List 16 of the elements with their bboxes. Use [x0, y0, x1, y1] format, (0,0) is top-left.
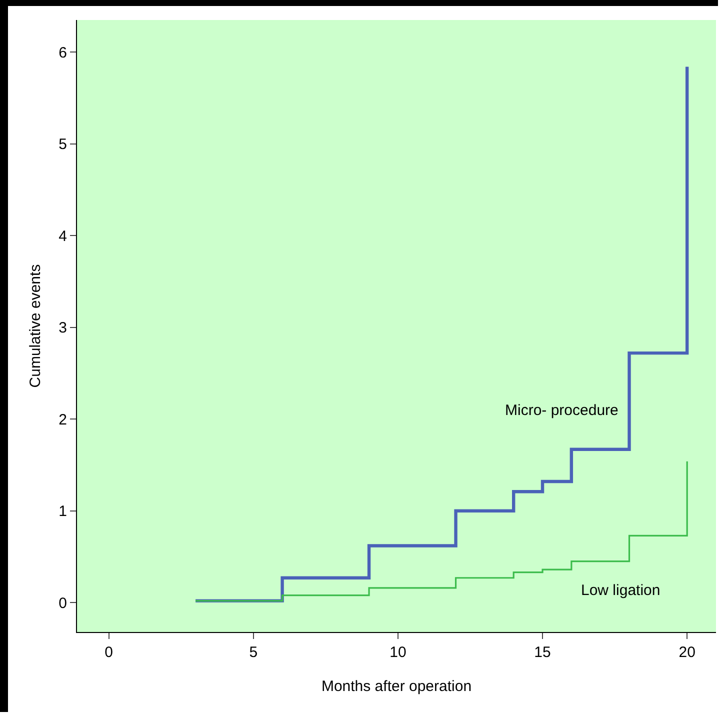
series-label: Micro- procedure: [505, 402, 618, 419]
y-tick-label: 2: [58, 411, 67, 428]
y-tick-label: 6: [58, 44, 67, 62]
series-label: Low ligation: [581, 582, 660, 599]
x-tick-label: 0: [104, 644, 113, 661]
y-tick-label: 3: [58, 320, 67, 337]
x-axis-title: Months after operation: [321, 678, 472, 695]
y-tick-label: 5: [58, 136, 67, 154]
x-tick-label: 5: [249, 644, 258, 661]
x-tick-label: 15: [534, 644, 551, 661]
x-tick-label: 10: [390, 644, 406, 661]
y-tick-label: 4: [58, 228, 67, 245]
y-tick-label: 0: [58, 594, 67, 612]
y-tick-label: 1: [58, 503, 67, 520]
y-axis-title: Cumulative events: [26, 264, 44, 388]
x-tick-label: 20: [678, 644, 696, 661]
